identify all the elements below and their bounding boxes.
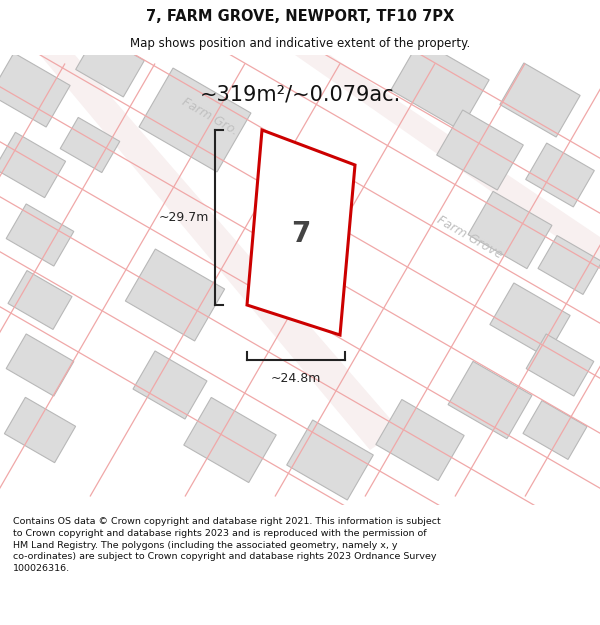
Polygon shape (376, 399, 464, 481)
Polygon shape (133, 351, 207, 419)
Polygon shape (40, 55, 400, 450)
Polygon shape (184, 398, 276, 482)
Polygon shape (523, 401, 587, 459)
Polygon shape (500, 63, 580, 137)
Polygon shape (526, 143, 595, 207)
Polygon shape (0, 53, 70, 127)
Text: Map shows position and indicative extent of the property.: Map shows position and indicative extent… (130, 38, 470, 51)
Polygon shape (6, 334, 74, 396)
Polygon shape (287, 420, 373, 500)
Text: Farm Grove: Farm Grove (435, 213, 505, 261)
Text: Farm Gro.: Farm Gro. (179, 96, 241, 138)
Polygon shape (4, 398, 76, 462)
Polygon shape (6, 204, 74, 266)
Polygon shape (60, 118, 120, 172)
Text: 7, FARM GROVE, NEWPORT, TF10 7PX: 7, FARM GROVE, NEWPORT, TF10 7PX (146, 9, 454, 24)
Polygon shape (526, 334, 594, 396)
Polygon shape (0, 132, 65, 198)
Polygon shape (139, 68, 251, 172)
Polygon shape (490, 283, 570, 357)
Polygon shape (295, 55, 600, 267)
Polygon shape (76, 33, 145, 97)
Polygon shape (468, 191, 552, 269)
Polygon shape (125, 249, 224, 341)
Polygon shape (538, 236, 600, 294)
Polygon shape (8, 271, 72, 329)
Polygon shape (391, 40, 489, 130)
Text: 7: 7 (292, 220, 311, 248)
Polygon shape (448, 361, 532, 439)
Text: ~24.8m: ~24.8m (271, 372, 321, 385)
Polygon shape (437, 110, 523, 190)
Text: ~29.7m: ~29.7m (158, 211, 209, 224)
Text: ~319m²/~0.079ac.: ~319m²/~0.079ac. (199, 85, 401, 105)
Polygon shape (247, 130, 355, 335)
Text: Contains OS data © Crown copyright and database right 2021. This information is : Contains OS data © Crown copyright and d… (13, 517, 441, 573)
